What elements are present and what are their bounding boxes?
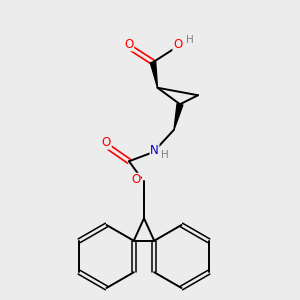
Text: N: N xyxy=(150,144,159,157)
Text: H: H xyxy=(186,35,194,45)
Polygon shape xyxy=(150,62,158,88)
Text: O: O xyxy=(173,38,182,51)
Text: O: O xyxy=(124,38,134,51)
Text: O: O xyxy=(131,173,140,186)
Text: H: H xyxy=(161,150,169,160)
Text: O: O xyxy=(102,136,111,149)
Polygon shape xyxy=(174,103,183,130)
